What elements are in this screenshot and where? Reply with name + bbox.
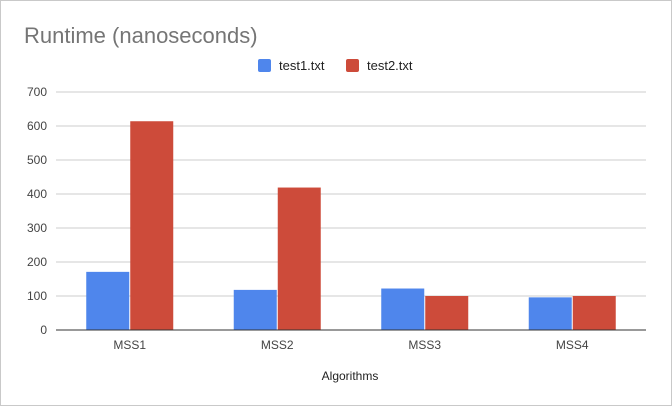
- bars: [56, 121, 646, 331]
- bar-mss3-test1: [381, 288, 425, 330]
- legend: test1.txt test2.txt: [258, 58, 413, 73]
- y-tick-label: 400: [27, 187, 47, 201]
- y-tick-label: 600: [27, 119, 47, 133]
- bar-mss2-test2: [277, 187, 321, 330]
- y-tick-label: 500: [27, 153, 47, 167]
- x-tick-label: MSS4: [556, 338, 589, 352]
- bar-mss4-test2: [572, 296, 616, 330]
- legend-label-test1: test1.txt: [279, 58, 325, 73]
- y-tick-label: 0: [40, 323, 47, 337]
- legend-swatch-test2: [346, 59, 359, 72]
- chart-title: Runtime (nanoseconds): [24, 23, 258, 48]
- y-tick-label: 200: [27, 255, 47, 269]
- y-tick-label: 700: [27, 85, 47, 99]
- legend-label-test2: test2.txt: [367, 58, 413, 73]
- x-tick-label: MSS1: [113, 338, 146, 352]
- y-axis-ticks: 0 100 200 300 400 500 600 700: [27, 85, 47, 337]
- y-tick-label: 300: [27, 221, 47, 235]
- bar-mss3-test2: [425, 296, 469, 330]
- bar-mss2-test1: [233, 289, 277, 330]
- bar-mss1-test2: [130, 121, 174, 331]
- bar-mss1-test1: [86, 271, 130, 330]
- x-tick-label: MSS3: [408, 338, 441, 352]
- x-axis-ticks: MSS1 MSS2 MSS3 MSS4: [113, 338, 589, 352]
- bar-mss4-test1: [528, 297, 572, 330]
- y-tick-label: 100: [27, 289, 47, 303]
- legend-swatch-test1: [258, 59, 271, 72]
- x-axis-title: Algorithms: [322, 369, 379, 383]
- x-tick-label: MSS2: [261, 338, 294, 352]
